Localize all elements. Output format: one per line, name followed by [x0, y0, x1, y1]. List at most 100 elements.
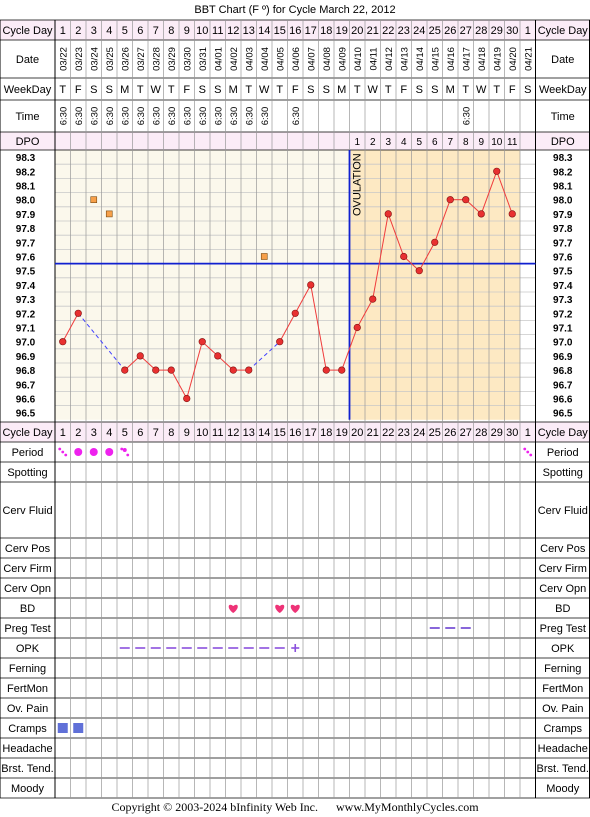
date-label: 04/18	[477, 47, 488, 71]
temp-axis-label-right: 97.9	[553, 210, 573, 221]
cycle-day-label-bottom: 25	[429, 427, 441, 439]
temp-point	[477, 210, 485, 218]
temp-axis-label-right: 97.6	[553, 253, 573, 264]
row-label-headache: Headache	[2, 743, 52, 755]
weekday-label: W	[151, 84, 162, 96]
weekday-label: W	[476, 84, 487, 96]
row-label-right-cramps: Cramps	[543, 723, 582, 735]
excluded-temp-point	[105, 210, 113, 218]
cycle-day-label: 1	[525, 25, 531, 37]
dpo-label: 10	[491, 137, 503, 148]
cycle-day-label: 6	[137, 25, 143, 37]
cycle-day-label-bottom: 20	[351, 427, 363, 439]
row-label-fertmon: FertMon	[7, 683, 48, 695]
weekday-label: M	[337, 84, 346, 96]
cycle-day-label: 1	[60, 25, 66, 37]
cycle-day-label: 12	[227, 25, 239, 37]
temp-point	[152, 366, 160, 374]
time-label: 6:30	[291, 107, 302, 126]
pre-ovulation-area	[55, 150, 350, 420]
cramps-mark	[57, 723, 68, 733]
date-label: 04/10	[353, 47, 364, 71]
cycle-day-label-bottom: 9	[184, 427, 190, 439]
cycle-day-label-bottom: 16	[289, 427, 301, 439]
dpo-label: 7	[447, 137, 453, 148]
date-label: 03/27	[136, 47, 147, 71]
time-label: 6:30	[182, 107, 193, 126]
temp-point	[493, 167, 501, 175]
temp-line	[279, 313, 296, 342]
temp-axis-label: 96.7	[16, 380, 36, 391]
date-label: 03/22	[58, 47, 69, 71]
cycle-day-label: 28	[475, 25, 487, 37]
temp-axis-label-right: 96.5	[553, 409, 573, 420]
time-label: 6:30	[213, 107, 224, 126]
time-label: 6:30	[74, 107, 85, 126]
weekday-label: T	[462, 84, 469, 96]
row-label-cerv_fluid: Cerv Fluid	[2, 505, 52, 517]
cycle-day-label: 19	[336, 25, 348, 37]
temp-axis-label: 96.9	[16, 352, 36, 363]
temp-axis-label-right: 96.8	[553, 366, 573, 377]
date-label: 04/12	[384, 47, 395, 71]
date-label: 04/16	[446, 47, 457, 71]
cycle-day-label-bottom: 26	[444, 427, 456, 439]
row-label-right-opk: OPK	[551, 643, 575, 655]
cycle-day-label: 17	[305, 25, 317, 37]
dpo-label: 5	[416, 137, 422, 148]
temp-axis-label-right: 97.0	[553, 338, 573, 349]
cycle-day-label: 21	[367, 25, 379, 37]
time-label: 6:30	[260, 107, 271, 126]
temp-axis-label: 98.3	[16, 153, 36, 164]
cycle-day-label: 4	[106, 25, 112, 37]
period-mark	[74, 448, 83, 456]
temp-axis-label-right: 98.0	[553, 196, 573, 207]
row-label-right-ov_pain: Ov. Pain	[542, 703, 583, 715]
temp-axis-label: 97.5	[16, 267, 36, 278]
cycle-day-label: 30	[506, 25, 518, 37]
temp-axis-label: 96.6	[16, 395, 36, 406]
weekday-label: S	[214, 84, 221, 96]
row-label-bd: BD	[20, 603, 35, 615]
temp-axis-label: 97.1	[16, 324, 36, 335]
temp-point	[276, 338, 284, 346]
cycle-day-label-bottom: 8	[168, 427, 174, 439]
cycle-day-label-bottom: 3	[91, 427, 97, 439]
temp-point	[446, 196, 454, 204]
cycle-day-label-bottom: 10	[196, 427, 208, 439]
temp-gap-line	[248, 341, 281, 371]
weekday-label: F	[509, 84, 516, 96]
cycle-day-label-bottom: 27	[460, 427, 472, 439]
row-label-right-cerv_opn: Cerv Opn	[539, 583, 586, 595]
date-label: 03/23	[74, 47, 85, 71]
temp-axis-label: 98.0	[16, 196, 36, 207]
temp-axis-label: 96.5	[16, 409, 36, 420]
temp-axis-label: 97.6	[16, 253, 36, 264]
weekday-label: F	[183, 84, 190, 96]
temp-axis-label: 97.7	[16, 238, 36, 249]
dpo-label: 11	[507, 137, 518, 148]
period-mark-light	[526, 450, 530, 454]
temp-point	[136, 352, 144, 360]
temp-point	[353, 323, 361, 332]
row-label-right-dpo: DPO	[551, 136, 575, 148]
weekday-label: S	[416, 84, 423, 96]
temp-point	[245, 366, 253, 374]
temp-axis-label: 97.3	[16, 295, 36, 306]
weekday-label: S	[307, 84, 314, 96]
row-label-right-cerv_firm: Cerv Firm	[539, 563, 587, 575]
cycle-day-label: 14	[258, 25, 270, 37]
cycle-day-label-bottom: 23	[398, 427, 410, 439]
cycle-day-label: 22	[382, 25, 394, 37]
row-label-dpo: DPO	[16, 136, 40, 148]
weekday-label: W	[259, 84, 270, 96]
row-label-cerv_opn: Cerv Opn	[4, 583, 51, 595]
weekday-label: S	[431, 84, 438, 96]
temp-axis-label-right: 97.5	[553, 267, 573, 278]
temp-axis-label-right: 97.7	[553, 238, 573, 249]
temp-axis-label: 97.4	[16, 281, 36, 292]
temp-gap-line	[77, 312, 126, 371]
period-mark-light	[61, 450, 65, 454]
row-label-right-time: Time	[551, 111, 575, 123]
time-label: 6:30	[58, 107, 69, 126]
